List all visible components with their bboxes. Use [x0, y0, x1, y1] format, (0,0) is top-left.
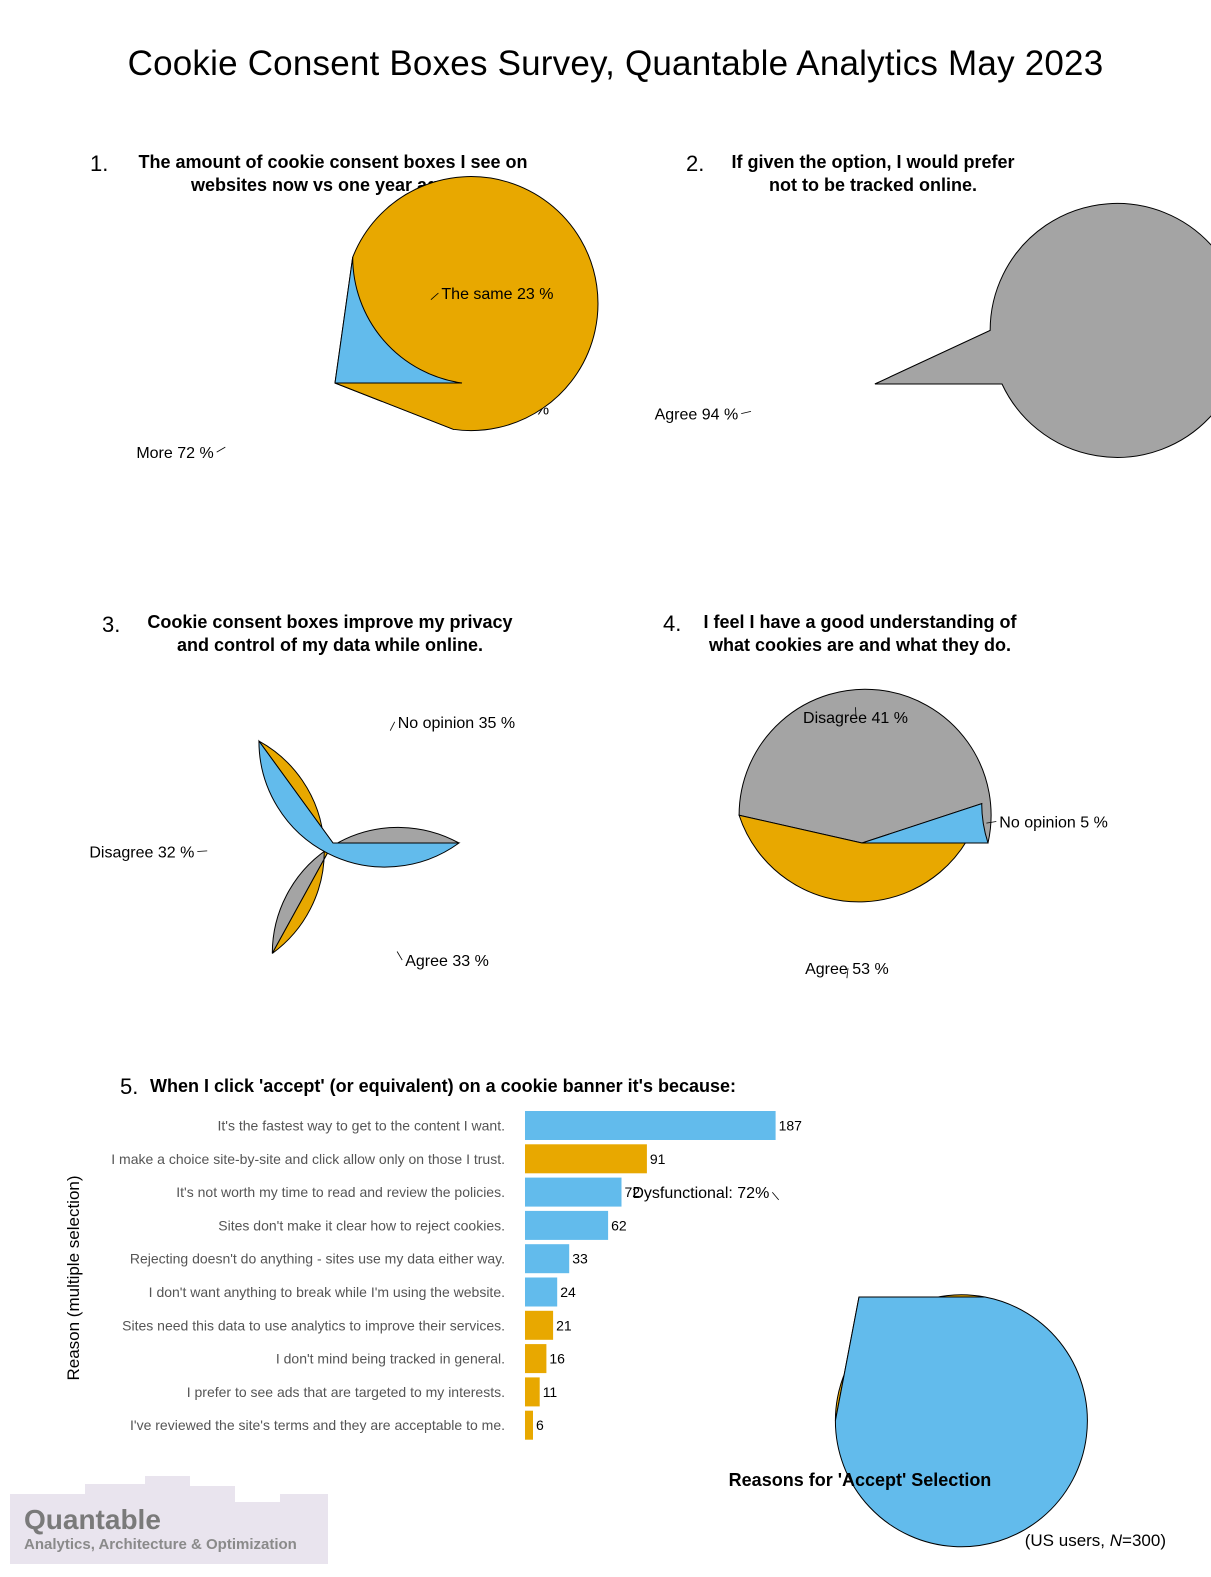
pie1-leader-1 — [216, 446, 226, 453]
question-1-title-line2: websites now vs one year ago is: — [190, 175, 476, 195]
pie2-leader-0 — [741, 411, 752, 414]
pie3-slice-2 — [258, 739, 461, 868]
question-2-title-line2: not to be tracked online. — [768, 175, 978, 195]
quantable-logo: Quantable Analytics, Architecture & Opti… — [10, 1476, 328, 1564]
question-3-title-line1: Cookie consent boxes improve my privacy — [147, 612, 513, 632]
bar-5 — [525, 1277, 558, 1307]
pie1-label-1: More 72 % — [136, 445, 213, 462]
question-2-number: 2. — [686, 151, 705, 176]
question-1-number: 1. — [90, 151, 109, 176]
bar-category-1: I make a choice site-by-site and click a… — [111, 1151, 505, 1167]
pie2-slice-0 — [874, 203, 1211, 458]
question-1-title: The amount of cookie consent boxes I see… — [110, 151, 556, 197]
bar-value-0: 187 — [779, 1118, 803, 1134]
pie5-title: Reasons for 'Accept' Selection — [728, 1470, 992, 1490]
pie4-slice-0 — [738, 688, 992, 844]
question-1-title-line1: The amount of cookie consent boxes I see… — [138, 152, 528, 172]
bar-category-0: It's the fastest way to get to the conte… — [218, 1118, 506, 1134]
question-5-title: When I click 'accept' (or equivalent) on… — [150, 1076, 737, 1096]
bar-category-8: I prefer to see ads that are targeted to… — [187, 1384, 505, 1400]
bar-value-9: 6 — [536, 1417, 544, 1433]
footnote-prefix: (US users, — [1024, 1531, 1110, 1550]
pie3-label-2: No opinion 35 % — [398, 715, 515, 732]
pie1-slice-1 — [334, 176, 599, 432]
pie2-label-0: Agree 94 % — [655, 407, 739, 424]
bar-value-1: 91 — [650, 1151, 666, 1167]
bar-7 — [525, 1344, 547, 1374]
pie1-slice-2 — [334, 257, 463, 384]
pie1-label-2: The same 23 % — [441, 286, 553, 303]
question-2-title: If given the option, I would prefer not … — [710, 151, 1036, 197]
page-title: Cookie Consent Boxes Survey, Quantable A… — [127, 44, 1104, 83]
question-3-title: Cookie consent boxes improve my privacy … — [124, 611, 536, 657]
bar-6 — [525, 1310, 554, 1340]
bar-category-5: I don't want anything to break while I'm… — [149, 1284, 505, 1300]
bar-0 — [525, 1111, 776, 1140]
pie3-label-1: Disagree 32 % — [89, 845, 194, 862]
logo-tagline: Analytics, Architecture & Optimization — [24, 1536, 297, 1553]
pie4-leader-1 — [855, 707, 857, 718]
bar-value-8: 11 — [543, 1384, 558, 1400]
bar-value-2: 72 — [625, 1184, 641, 1200]
pie5-label-1: Dysfunctional: 72% — [632, 1185, 769, 1202]
pie5-leader-1 — [771, 1191, 780, 1201]
question-4-title-line1: I feel I have a good understanding of — [703, 612, 1017, 632]
question-2-title-line1: If given the option, I would prefer — [731, 152, 1015, 172]
pie1-leader-2 — [430, 292, 439, 301]
bar-value-7: 16 — [549, 1351, 565, 1367]
pie3-leader-2 — [389, 721, 396, 731]
pie3-label-0: Agree 33 % — [405, 953, 489, 970]
bar-3 — [525, 1210, 609, 1240]
pie4-leader-2 — [986, 821, 997, 824]
bar-value-5: 24 — [560, 1284, 576, 1300]
question-4-title-line2: what cookies are and what they do. — [708, 635, 1012, 655]
bar-category-7: I don't mind being tracked in general. — [276, 1351, 505, 1367]
bar-value-4: 33 — [572, 1251, 588, 1267]
pie3-leader-1 — [197, 850, 208, 852]
question-5-number: 5. — [120, 1074, 139, 1099]
pie4-label-0: Agree 53 % — [805, 961, 889, 978]
bar-category-2: It's not worth my time to read and revie… — [176, 1184, 505, 1200]
pie4-label-2: No opinion 5 % — [999, 815, 1108, 832]
bar-2 — [525, 1177, 622, 1207]
bar-value-3: 62 — [611, 1217, 627, 1233]
bar-4 — [525, 1244, 570, 1274]
bar-category-6: Sites need this data to use analytics to… — [122, 1317, 505, 1333]
bar-category-4: Rejecting doesn't do anything - sites us… — [130, 1251, 505, 1267]
bar-y-axis-label: Reason (multiple selection) — [64, 1175, 83, 1381]
pie5-slice-1 — [834, 1296, 1088, 1548]
bar-9 — [525, 1410, 533, 1440]
question-3-number: 3. — [102, 612, 121, 637]
footnote-n: N — [1109, 1531, 1123, 1550]
pie3-leader-0 — [396, 951, 403, 961]
bar-category-9: I've reviewed the site's terms and they … — [130, 1417, 505, 1433]
bar-value-6: 21 — [556, 1317, 572, 1333]
footnote-suffix: =300) — [1122, 1531, 1166, 1550]
bar-1 — [525, 1144, 647, 1174]
pie4-label-1: Disagree 41 % — [803, 710, 908, 727]
footnote: (US users, N=300) — [1025, 1531, 1166, 1551]
pie4-leader-0 — [846, 968, 849, 979]
bar-8 — [525, 1377, 540, 1407]
question-4-number: 4. — [663, 611, 682, 636]
pie4-slice-2 — [861, 802, 989, 844]
bar-category-3: Sites don't make it clear how to reject … — [218, 1217, 505, 1233]
question-4-title: I feel I have a good understanding of wh… — [684, 611, 1036, 657]
logo-name: Quantable — [24, 1504, 161, 1535]
question-3-title-line2: and control of my data while online. — [176, 635, 484, 655]
